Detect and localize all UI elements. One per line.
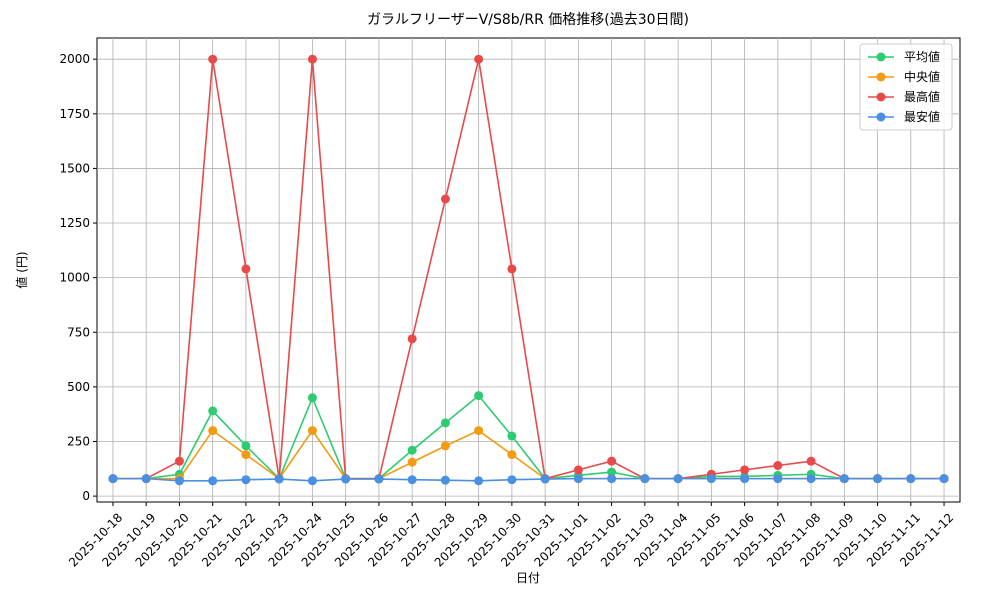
point xyxy=(174,456,184,466)
y-tick-label: 1250 xyxy=(59,216,90,230)
point xyxy=(208,406,218,416)
point xyxy=(208,426,218,436)
point xyxy=(939,474,949,484)
point xyxy=(241,264,251,274)
legend-box xyxy=(859,43,953,131)
legend-label: 最高値 xyxy=(904,89,940,104)
point xyxy=(839,474,849,484)
point xyxy=(241,475,251,485)
point xyxy=(474,426,484,436)
y-tick-label: 0 xyxy=(82,489,90,503)
y-axis-label: 値 (円) xyxy=(14,251,29,288)
point xyxy=(773,461,783,471)
point xyxy=(740,474,750,484)
point xyxy=(407,457,417,467)
point xyxy=(407,475,417,485)
point xyxy=(507,431,517,441)
legend-marker xyxy=(876,52,886,62)
y-tick-label: 750 xyxy=(67,325,90,339)
point xyxy=(507,264,517,274)
point xyxy=(108,474,118,484)
y-tick-label: 1500 xyxy=(59,161,90,175)
point xyxy=(307,476,317,486)
legend-marker xyxy=(876,92,886,102)
point xyxy=(440,194,450,204)
point xyxy=(474,54,484,64)
point xyxy=(440,418,450,428)
plot-frame xyxy=(96,37,961,503)
point xyxy=(241,450,251,460)
point xyxy=(440,441,450,451)
y-tick-label: 1750 xyxy=(59,107,90,121)
point xyxy=(440,475,450,485)
y-tick-label: 2000 xyxy=(59,52,90,66)
series-line xyxy=(112,394,945,481)
point xyxy=(374,474,384,484)
point xyxy=(474,391,484,401)
legend-label: 最安値 xyxy=(904,109,940,124)
point xyxy=(307,426,317,436)
point xyxy=(607,456,617,466)
x-axis-label: 日付 xyxy=(516,571,540,585)
point xyxy=(673,474,683,484)
point xyxy=(274,474,284,484)
point xyxy=(773,474,783,484)
legend-marker xyxy=(876,112,886,122)
legend-label: 中央値 xyxy=(904,69,940,84)
point xyxy=(141,474,151,484)
point xyxy=(474,476,484,486)
grid xyxy=(97,38,960,502)
chart-title: ガラルフリーザーV/S8b/RR 価格推移(過去30日間) xyxy=(367,12,689,28)
series-line xyxy=(112,59,945,480)
point xyxy=(208,476,218,486)
point xyxy=(407,445,417,455)
point xyxy=(806,456,816,466)
point xyxy=(906,474,916,484)
point xyxy=(540,474,550,484)
y-tick-label: 1000 xyxy=(59,271,90,285)
y-tick-label: 250 xyxy=(67,434,90,448)
point xyxy=(507,450,517,460)
point xyxy=(573,474,583,484)
series-line xyxy=(112,477,945,482)
point xyxy=(208,54,218,64)
point xyxy=(307,54,317,64)
point xyxy=(407,334,417,344)
point xyxy=(706,474,716,484)
point xyxy=(740,465,750,475)
legend-label: 平均値 xyxy=(904,49,940,64)
point xyxy=(873,474,883,484)
point xyxy=(307,393,317,403)
legend-marker xyxy=(876,72,886,82)
point xyxy=(174,476,184,486)
point xyxy=(507,475,517,485)
point xyxy=(607,474,617,484)
point xyxy=(640,474,650,484)
point xyxy=(573,465,583,475)
point xyxy=(806,474,816,484)
point xyxy=(341,474,351,484)
point xyxy=(607,467,617,477)
y-tick-label: 500 xyxy=(67,380,90,394)
point xyxy=(241,441,251,451)
